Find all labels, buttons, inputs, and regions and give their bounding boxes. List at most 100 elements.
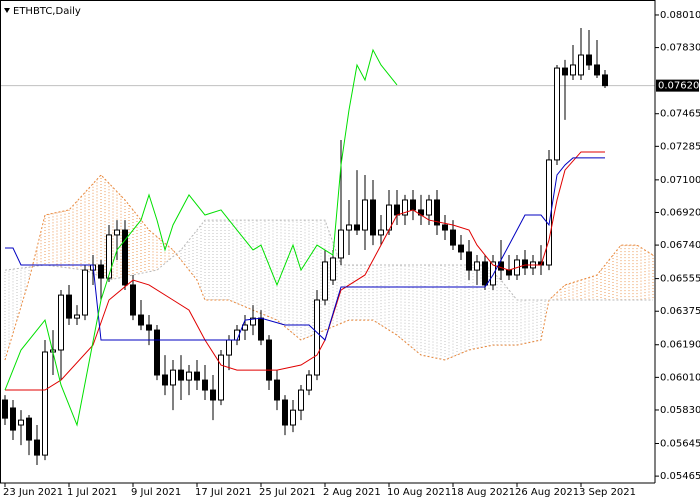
indicator-line [5, 151, 605, 391]
candle-body [570, 64, 576, 76]
menu-triangle [4, 8, 10, 13]
candle-body [346, 224, 352, 231]
candle-body [18, 419, 24, 426]
candle-body [482, 261, 488, 286]
candle-body [74, 314, 80, 319]
candle-body [114, 229, 120, 236]
candle-body [594, 64, 600, 76]
candle-body [378, 229, 384, 236]
x-tick-label: 23 Jun 2021 [3, 487, 63, 498]
candle-body [34, 439, 40, 456]
candle-body [26, 417, 32, 441]
y-tick-label: 0.06010 [660, 372, 700, 383]
candle-body [306, 374, 312, 391]
candle-body [226, 339, 232, 356]
candle-body [154, 329, 160, 376]
x-tick-label: 26 Aug 2021 [515, 487, 579, 498]
candle-body [370, 199, 376, 236]
x-tick-label: 2 Aug 2021 [323, 487, 381, 498]
candle-body [338, 229, 344, 259]
candle-body [266, 339, 272, 381]
candle-body [210, 389, 216, 401]
candle-body [394, 204, 400, 216]
candle-body [434, 199, 440, 226]
candle-body [442, 224, 448, 231]
y-tick-label: 0.08010 [660, 10, 700, 21]
y-tick-label: 0.07285 [660, 141, 700, 152]
y-tick-label: 0.05645 [660, 438, 700, 449]
x-tick-label: 10 Aug 2021 [387, 487, 451, 498]
candle-body [194, 371, 200, 381]
candle-body [2, 399, 8, 419]
candle-body [474, 261, 480, 271]
candle-body [138, 314, 144, 326]
x-tick-label: 25 Jul 2021 [259, 487, 316, 498]
candle-body [10, 407, 16, 431]
candle-body [178, 369, 184, 381]
candle-body [58, 294, 64, 351]
y-tick-label: 0.07830 [660, 43, 700, 54]
candle-body [562, 67, 568, 76]
candle-body [506, 269, 512, 276]
y-tick-label: 0.07100 [660, 175, 700, 186]
x-tick-label: 1 Jul 2021 [67, 487, 117, 498]
chart-title: ETHBTC,Daily [13, 6, 81, 17]
candle-body [98, 264, 104, 279]
candle-body [274, 379, 280, 401]
candle-body [106, 234, 112, 279]
candle-body [354, 224, 360, 231]
candle-body [250, 317, 256, 326]
candle-body [258, 317, 264, 341]
price-tag [656, 79, 699, 92]
candle-body [490, 261, 496, 286]
candle-body [162, 374, 168, 386]
candle-body [42, 351, 48, 456]
candle-body [322, 261, 328, 301]
candle-body [586, 54, 592, 66]
price-tag-label: 0.07620 [658, 81, 699, 92]
indicator-line [5, 157, 605, 341]
y-tick-label: 0.06740 [660, 240, 700, 251]
candle-body [130, 284, 136, 316]
candle-body [402, 199, 408, 216]
candle-body [498, 261, 504, 271]
candle-body [410, 199, 416, 211]
candle-body [362, 199, 368, 231]
candle-body [66, 294, 72, 319]
candle-body [458, 244, 464, 253]
candle-body [202, 379, 208, 391]
y-tick-label: 0.06920 [660, 207, 700, 218]
y-tick-label: 0.06375 [660, 306, 700, 317]
candle-body [122, 229, 128, 286]
candle-body [426, 199, 432, 216]
candle-body [578, 54, 584, 76]
y-tick-label: 0.05830 [660, 405, 700, 416]
indicator-line [4, 174, 654, 361]
candle-body [450, 229, 456, 246]
candle-body [330, 257, 336, 281]
candle-body [170, 369, 176, 386]
candle-body [146, 324, 152, 331]
candle-body [298, 389, 304, 411]
candle-body [186, 371, 192, 381]
x-tick-label: 17 Jul 2021 [195, 487, 252, 498]
candle-body [314, 299, 320, 376]
candle-body [466, 251, 472, 271]
x-tick-label: 3 Sep 2021 [579, 487, 636, 498]
y-tick-label: 0.06555 [660, 274, 700, 285]
candle-body [218, 354, 224, 401]
candle-body [554, 67, 560, 161]
y-tick-label: 0.07465 [660, 109, 700, 120]
candle-body [82, 269, 88, 316]
candle-body [602, 74, 608, 87]
x-tick-label: 18 Aug 2021 [451, 487, 515, 498]
y-tick-label: 0.06190 [660, 340, 700, 351]
candle-body [522, 259, 528, 269]
candle-body [282, 399, 288, 426]
candle-body [290, 409, 296, 426]
y-tick-label: 0.05465 [660, 471, 700, 482]
indicator-line [4, 48, 398, 427]
x-tick-label: 9 Jul 2021 [131, 487, 181, 498]
